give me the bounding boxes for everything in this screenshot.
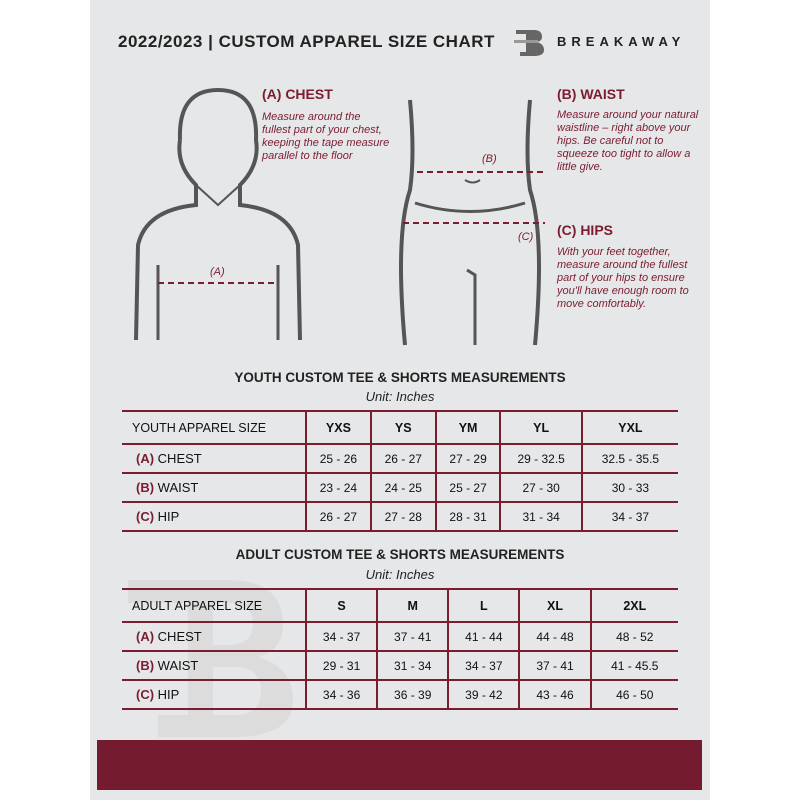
table-row: (A) CHEST 34 - 37 37 - 41 41 - 44 44 - 48 48… (122, 621, 678, 652)
row-name: HIP (157, 687, 180, 702)
cell: 25 - 26 (305, 443, 371, 474)
breakaway-logo-icon (514, 30, 544, 56)
chest-heading: (A) CHEST (262, 86, 333, 102)
size-header: 2XL (589, 588, 678, 623)
hips-heading: (C) HIPS (557, 222, 613, 238)
table-row: (B) WAIST 29 - 31 31 - 34 34 - 37 37 - 41 41… (122, 650, 678, 681)
hips-marker: (C) (518, 231, 534, 243)
cell: 31 - 34 (499, 501, 582, 532)
row-label: (C) HIP (122, 501, 306, 532)
cell: 30 - 33 (580, 472, 678, 503)
upper-body-illustration (134, 87, 302, 341)
cell: 34 - 36 (304, 679, 378, 710)
page-title: 2022/2023 | CUSTOM APPAREL SIZE CHART (118, 32, 495, 51)
cell: 41 - 45.5 (589, 650, 678, 681)
cell: 44 - 48 (518, 621, 591, 652)
size-header: YXS (305, 410, 371, 445)
brand-name: BREAKAWAY (557, 34, 686, 49)
cell: 26 - 27 (369, 443, 436, 474)
waist-heading: (B) WAIST (557, 86, 625, 102)
youth-unit: Unit: Inches (365, 389, 435, 404)
row-code: (C) (136, 687, 155, 702)
cell: 34 - 37 (447, 650, 520, 681)
cell: 24 - 25 (369, 472, 436, 503)
row-code: (A) (136, 629, 155, 644)
adult-size-table: ADULT APPAREL SIZE S M L XL 2XL (A) CHES… (122, 588, 678, 710)
size-label: ADULT APPAREL SIZE (122, 588, 306, 623)
cell: 23 - 24 (305, 472, 371, 503)
cell: 27 - 28 (369, 501, 436, 532)
cell: 27 - 29 (434, 443, 501, 474)
size-header: YXL (580, 410, 678, 445)
row-label: (A) CHEST (122, 621, 306, 652)
cell: 29 - 31 (304, 650, 378, 681)
size-header: YM (434, 410, 501, 445)
table-row: (B) WAIST 23 - 24 24 - 25 25 - 27 27 - 30 30… (122, 472, 678, 503)
cell: 27 - 30 (499, 472, 582, 503)
lower-body-illustration (399, 99, 545, 346)
footer-band (97, 740, 702, 790)
cell: 46 - 50 (589, 679, 678, 710)
table-row: (C) HIP 34 - 36 36 - 39 39 - 42 43 - 46 46 -… (122, 679, 678, 710)
youth-size-table: YOUTH APPAREL SIZE YXS YS YM YL YXL (A) … (122, 410, 678, 532)
cell: 25 - 27 (434, 472, 501, 503)
hips-description: With your feet together, measure around … (557, 246, 689, 310)
cell: 34 - 37 (580, 501, 678, 532)
row-name: WAIST (157, 480, 199, 495)
waist-marker: (B) (482, 153, 497, 165)
cell: 36 - 39 (376, 679, 449, 710)
adult-unit: Unit: Inches (365, 567, 435, 582)
cell: 48 - 52 (589, 621, 678, 652)
table-header-row: YOUTH APPAREL SIZE YXS YS YM YL YXL (122, 410, 678, 445)
row-code: (A) (136, 451, 155, 466)
table-header-row: ADULT APPAREL SIZE S M L XL 2XL (122, 588, 678, 623)
row-name: CHEST (157, 629, 202, 644)
size-header: S (304, 588, 378, 623)
size-header: YS (369, 410, 436, 445)
row-name: WAIST (157, 658, 199, 673)
cell: 32.5 - 35.5 (580, 443, 678, 474)
chest-marker: (A) (210, 266, 225, 278)
cell: 29 - 32.5 (499, 443, 582, 474)
row-code: (B) (136, 658, 155, 673)
size-header: XL (518, 588, 591, 623)
row-label: (A) CHEST (122, 443, 306, 474)
adult-table-title: ADULT CUSTOM TEE & SHORTS MEASUREMENTS (235, 547, 565, 562)
row-code: (C) (136, 509, 155, 524)
waist-description: Measure around your natural waistline – … (557, 109, 699, 173)
cell: 28 - 31 (434, 501, 501, 532)
cell: 31 - 34 (376, 650, 449, 681)
cell: 37 - 41 (376, 621, 449, 652)
size-header: M (376, 588, 449, 623)
row-label: (C) HIP (122, 679, 306, 710)
size-header: YL (499, 410, 582, 445)
cell: 34 - 37 (304, 621, 378, 652)
cell: 39 - 42 (447, 679, 520, 710)
chest-description: Measure around the fullest part of your … (262, 111, 390, 162)
youth-table-title: YOUTH CUSTOM TEE & SHORTS MEASUREMENTS (234, 370, 566, 385)
row-label: (B) WAIST (122, 650, 306, 681)
row-name: HIP (157, 509, 180, 524)
cell: 43 - 46 (518, 679, 591, 710)
table-row: (A) CHEST 25 - 26 26 - 27 27 - 29 29 - 32.5… (122, 443, 678, 474)
size-header: L (447, 588, 520, 623)
row-label: (B) WAIST (122, 472, 306, 503)
table-row: (C) HIP 26 - 27 27 - 28 28 - 31 31 - 34 34 -… (122, 501, 678, 532)
cell: 37 - 41 (518, 650, 591, 681)
cell: 26 - 27 (305, 501, 371, 532)
row-name: CHEST (157, 451, 202, 466)
row-code: (B) (136, 480, 155, 495)
cell: 41 - 44 (447, 621, 520, 652)
size-label: YOUTH APPAREL SIZE (122, 410, 306, 445)
